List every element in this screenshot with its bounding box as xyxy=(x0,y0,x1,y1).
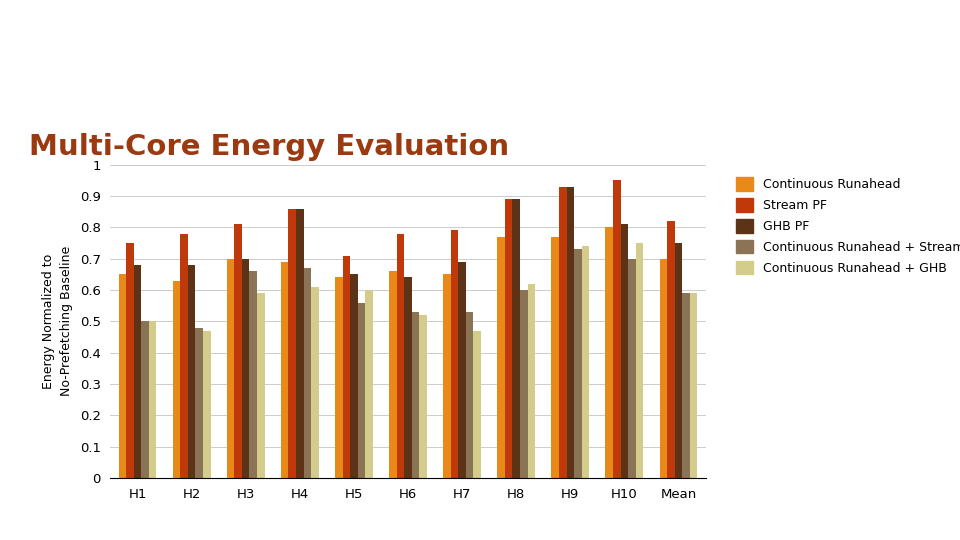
Bar xyxy=(188,265,195,478)
Bar xyxy=(551,237,559,478)
Bar xyxy=(358,302,365,478)
Bar xyxy=(396,234,404,478)
Bar xyxy=(173,281,180,478)
Bar xyxy=(683,293,690,478)
Bar xyxy=(203,330,210,478)
Bar xyxy=(118,274,126,478)
Bar xyxy=(133,265,141,478)
Bar xyxy=(636,243,643,478)
Bar xyxy=(296,208,303,478)
Bar xyxy=(466,312,473,478)
Bar xyxy=(458,262,466,478)
Bar xyxy=(350,274,358,478)
Bar xyxy=(520,290,528,478)
Bar xyxy=(180,234,188,478)
Bar xyxy=(451,231,458,478)
Bar xyxy=(675,243,683,478)
Bar xyxy=(311,287,319,478)
Bar xyxy=(613,180,621,478)
Bar xyxy=(667,221,675,478)
Bar xyxy=(660,259,667,478)
Bar xyxy=(420,315,427,478)
Bar xyxy=(497,237,505,478)
Bar xyxy=(559,187,566,478)
Bar xyxy=(574,249,582,478)
Bar xyxy=(444,274,451,478)
Legend: Continuous Runahead, Stream PF, GHB PF, Continuous Runahead + Stream, Continuous: Continuous Runahead, Stream PF, GHB PF, … xyxy=(735,177,960,275)
Bar xyxy=(126,243,133,478)
Bar xyxy=(234,224,242,478)
Bar xyxy=(227,259,234,478)
Bar xyxy=(343,255,350,478)
Bar xyxy=(281,262,288,478)
Bar xyxy=(566,187,574,478)
Bar xyxy=(303,268,311,478)
Bar xyxy=(582,246,589,478)
Bar xyxy=(242,259,250,478)
Bar xyxy=(365,290,372,478)
Bar xyxy=(404,278,412,478)
Bar xyxy=(621,224,628,478)
Bar xyxy=(288,208,296,478)
Bar xyxy=(528,284,535,478)
Bar xyxy=(335,278,343,478)
Bar xyxy=(149,321,156,478)
Bar xyxy=(513,199,520,478)
Text: 40: 40 xyxy=(917,19,936,34)
Bar xyxy=(505,199,513,478)
Bar xyxy=(389,271,396,478)
Bar xyxy=(141,321,149,478)
Bar xyxy=(690,293,698,478)
Bar xyxy=(628,259,636,478)
Y-axis label: Energy Normalized to
No-Prefetching Baseline: Energy Normalized to No-Prefetching Base… xyxy=(41,246,73,396)
Bar xyxy=(195,328,203,478)
Bar xyxy=(606,227,613,478)
Bar xyxy=(250,271,257,478)
Bar xyxy=(473,330,481,478)
Bar xyxy=(257,293,265,478)
Bar xyxy=(412,312,420,478)
Text: Multi-Core Energy Evaluation: Multi-Core Energy Evaluation xyxy=(29,133,509,161)
